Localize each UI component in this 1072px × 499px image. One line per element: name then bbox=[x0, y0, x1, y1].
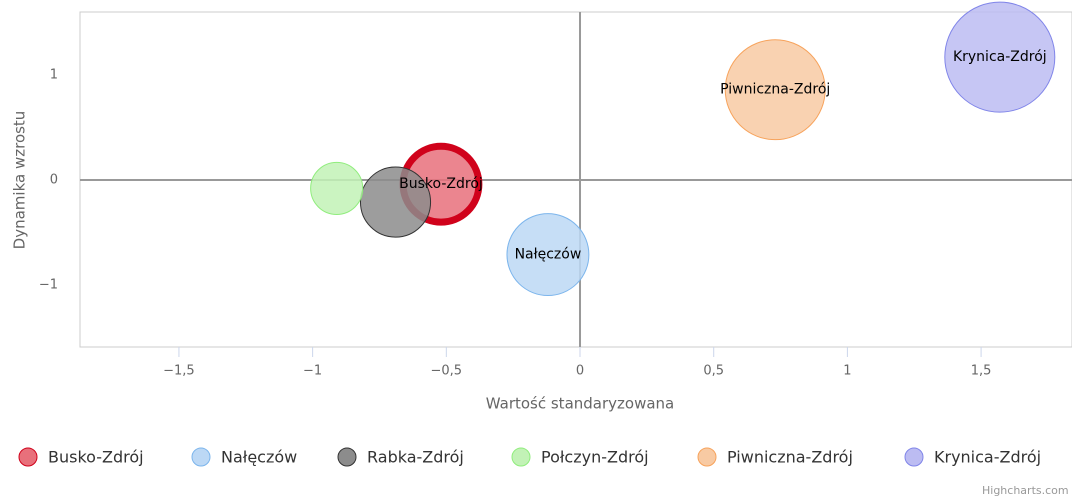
y-tick-label: 0 bbox=[50, 173, 58, 188]
legend-symbol bbox=[191, 447, 211, 467]
legend-item[interactable]: Piwniczna-Zdrój bbox=[697, 447, 853, 467]
bubble bbox=[506, 213, 590, 297]
x-tick-label: −1 bbox=[303, 364, 322, 379]
legend-symbol bbox=[337, 447, 357, 467]
x-tick-label: −1,5 bbox=[163, 364, 195, 379]
legend-symbol bbox=[511, 447, 531, 467]
legend-item[interactable]: Połczyn-Zdrój bbox=[511, 447, 649, 467]
legend-text: Krynica-Zdrój bbox=[934, 448, 1041, 467]
x-tick-label: 1,5 bbox=[971, 364, 992, 379]
x-tick-label: 1 bbox=[843, 364, 851, 379]
y-tick-label: 1 bbox=[50, 68, 58, 83]
legend-symbol bbox=[18, 447, 38, 467]
x-tick-label: 0 bbox=[576, 364, 584, 379]
bubble bbox=[724, 39, 826, 141]
x-tick-label: 0,5 bbox=[703, 364, 724, 379]
y-tick-label: −1 bbox=[39, 278, 58, 293]
bubble bbox=[359, 166, 432, 238]
legend-text: Busko-Zdrój bbox=[48, 448, 144, 467]
data-label: Krynica-Zdrój bbox=[953, 49, 1047, 65]
x-axis-title: Wartość standaryzowana bbox=[486, 395, 674, 413]
legend-item[interactable]: Krynica-Zdrój bbox=[904, 447, 1041, 467]
legend-item[interactable]: Nałęczów bbox=[191, 447, 297, 467]
legend-text: Nałęczów bbox=[221, 448, 297, 467]
legend-text: Rabka-Zdrój bbox=[367, 448, 464, 467]
legend-symbol bbox=[697, 447, 717, 467]
y-axis-title: Dynamika wzrostu bbox=[11, 111, 29, 250]
bubble bbox=[944, 1, 1056, 113]
credit: Highcharts.com bbox=[982, 484, 1069, 497]
bubble bbox=[310, 161, 364, 215]
data-label: Piwniczna-Zdrój bbox=[720, 82, 830, 98]
data-label: Nałęczów bbox=[515, 247, 582, 263]
legend-text: Połczyn-Zdrój bbox=[541, 448, 649, 467]
legend-text: Piwniczna-Zdrój bbox=[727, 448, 853, 467]
x-tick-label: −0,5 bbox=[431, 364, 463, 379]
legend-item[interactable]: Rabka-Zdrój bbox=[337, 447, 464, 467]
legend-item[interactable]: Busko-Zdrój bbox=[18, 447, 144, 467]
legend-symbol bbox=[904, 447, 924, 467]
data-label: Busko-Zdrój bbox=[399, 176, 483, 192]
